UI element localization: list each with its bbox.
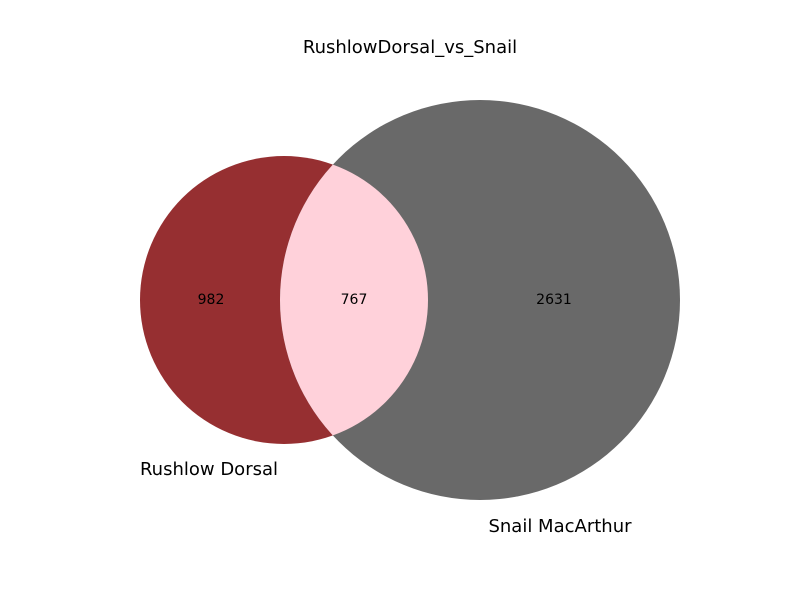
set-a-label: Rushlow Dorsal xyxy=(140,459,278,480)
count-only-b: 2631 xyxy=(536,292,572,308)
count-intersection: 767 xyxy=(341,292,368,308)
set-b-label: Snail MacArthur xyxy=(488,516,632,537)
count-only-a: 982 xyxy=(198,292,225,308)
intersection-region xyxy=(280,156,428,444)
diagram-title: RushlowDorsal_vs_Snail xyxy=(303,37,517,58)
